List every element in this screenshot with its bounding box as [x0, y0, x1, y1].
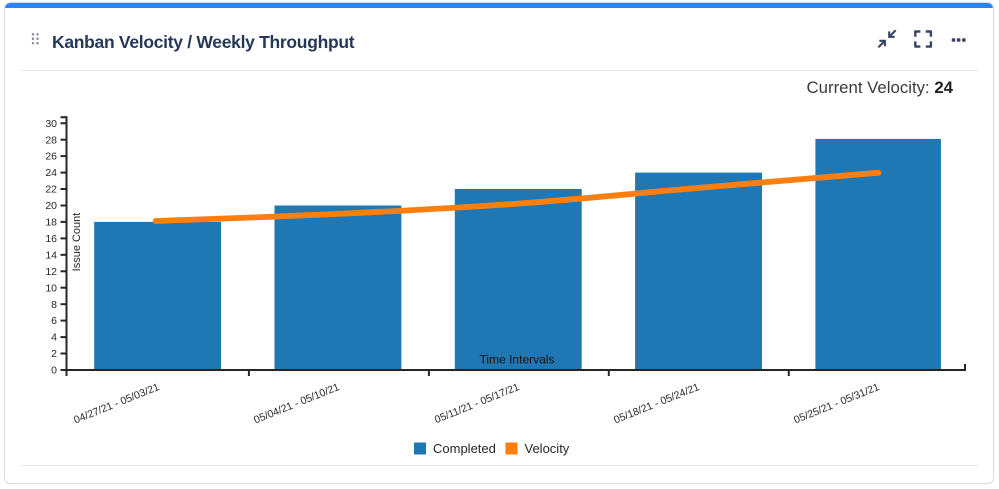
svg-text:14: 14 — [45, 249, 57, 261]
svg-text:05/11/21 - 05/17/21: 05/11/21 - 05/17/21 — [433, 381, 521, 426]
svg-text:24: 24 — [45, 167, 57, 179]
svg-text:12: 12 — [45, 266, 57, 278]
svg-text:04/27/21 - 05/03/21: 04/27/21 - 05/03/21 — [72, 381, 161, 426]
svg-text:Time Intervals: Time Intervals — [480, 353, 555, 367]
svg-text:Velocity: Velocity — [525, 441, 570, 456]
svg-text:Completed: Completed — [433, 441, 496, 456]
svg-text:22: 22 — [45, 184, 57, 196]
svg-text:6: 6 — [51, 315, 57, 327]
svg-text:10: 10 — [45, 282, 57, 294]
svg-text:18: 18 — [45, 217, 57, 229]
svg-text:8: 8 — [51, 299, 57, 311]
svg-text:0: 0 — [51, 365, 57, 377]
svg-text:30: 30 — [45, 118, 57, 130]
svg-text:05/04/21 - 05/10/21: 05/04/21 - 05/10/21 — [252, 381, 341, 426]
svg-text:Issue Count: Issue Count — [71, 213, 83, 272]
svg-text:4: 4 — [51, 332, 57, 344]
svg-text:26: 26 — [45, 151, 57, 163]
svg-text:05/18/21 - 05/24/21: 05/18/21 - 05/24/21 — [612, 381, 701, 426]
svg-text:20: 20 — [45, 200, 57, 212]
svg-text:2: 2 — [51, 348, 57, 360]
svg-text:28: 28 — [45, 134, 57, 146]
svg-text:16: 16 — [45, 233, 57, 245]
svg-text:05/25/21 - 05/31/21: 05/25/21 - 05/31/21 — [792, 381, 881, 426]
